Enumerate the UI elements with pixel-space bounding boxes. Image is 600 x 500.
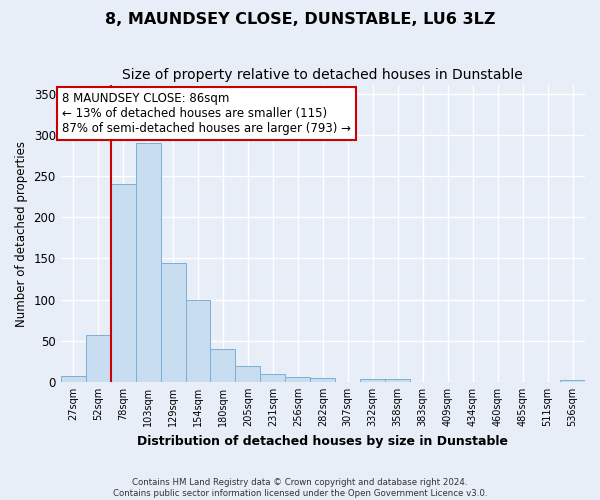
Bar (310, 378, 335, 382)
Y-axis label: Number of detached properties: Number of detached properties (15, 140, 28, 326)
Title: Size of property relative to detached houses in Dunstable: Size of property relative to detached ho… (122, 68, 523, 82)
Text: 8 MAUNDSEY CLOSE: 86sqm
← 13% of detached houses are smaller (115)
87% of semi-d: 8 MAUNDSEY CLOSE: 86sqm ← 13% of detache… (62, 92, 351, 135)
Bar (235, 366, 260, 382)
Bar (286, 377, 310, 382)
Text: Contains HM Land Registry data © Crown copyright and database right 2024.
Contai: Contains HM Land Registry data © Crown c… (113, 478, 487, 498)
Bar (185, 300, 211, 382)
Bar (211, 349, 235, 382)
Bar (161, 262, 185, 382)
Bar (61, 376, 86, 382)
Bar (260, 374, 286, 382)
X-axis label: Distribution of detached houses by size in Dunstable: Distribution of detached houses by size … (137, 434, 508, 448)
Bar (136, 143, 161, 382)
Bar (385, 380, 410, 382)
Bar (360, 380, 385, 382)
Text: 8, MAUNDSEY CLOSE, DUNSTABLE, LU6 3LZ: 8, MAUNDSEY CLOSE, DUNSTABLE, LU6 3LZ (105, 12, 495, 28)
Bar (86, 335, 110, 382)
Bar (110, 184, 136, 382)
Bar (560, 380, 585, 382)
